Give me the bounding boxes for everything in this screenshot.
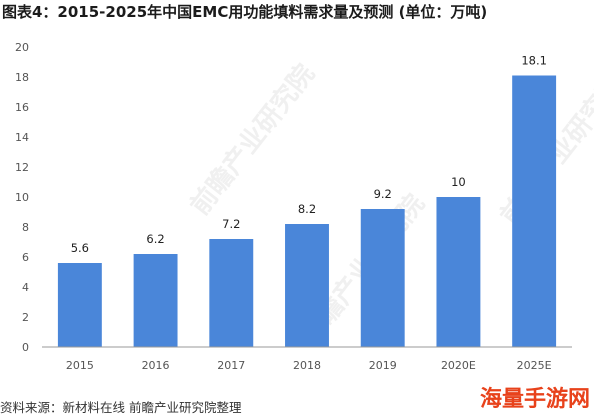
y-tick-label: 16 — [15, 101, 29, 114]
data-label: 7.2 — [222, 217, 240, 231]
x-tick-label: 2015 — [66, 359, 94, 372]
y-tick-label: 12 — [15, 161, 29, 174]
y-tick-label: 18 — [15, 71, 29, 84]
bar-2020E — [436, 197, 481, 347]
bar-2017 — [209, 239, 254, 347]
x-tick-label: 2019 — [369, 359, 397, 372]
x-tick-label: 2017 — [217, 359, 245, 372]
chart-title: 图表4：2015-2025年中国EMC用功能填料需求量及预测 (单位：万吨) — [2, 3, 488, 21]
y-tick-label: 14 — [15, 131, 29, 144]
y-tick-label: 0 — [22, 341, 29, 354]
y-tick-label: 4 — [22, 281, 29, 294]
source-note: 资料来源：新材料在线 前瞻产业研究院整理 — [0, 400, 242, 415]
x-tick-label: 2025E — [517, 359, 552, 372]
x-tick-label: 2016 — [142, 359, 170, 372]
x-tick-label: 2018 — [293, 359, 321, 372]
bar-2015 — [57, 263, 102, 347]
data-label: 5.6 — [71, 241, 89, 255]
y-axis: 0 2 4 6 8 10 12 14 16 18 20 — [15, 41, 29, 354]
x-tick-label: 2020E — [441, 359, 476, 372]
bar-2016 — [133, 254, 178, 347]
data-label: 6.2 — [146, 232, 164, 246]
y-tick-label: 10 — [15, 191, 29, 204]
data-label: 18.1 — [521, 54, 547, 68]
x-axis: 2015 2016 2017 2018 2019 2020E 2025E — [66, 359, 552, 372]
data-label: 8.2 — [298, 202, 316, 216]
bar-2019 — [360, 209, 405, 347]
y-tick-label: 6 — [22, 251, 29, 264]
y-tick-label: 2 — [22, 311, 29, 324]
y-tick-label: 8 — [22, 221, 29, 234]
data-label: 10 — [451, 175, 466, 189]
bar-2025E — [512, 75, 557, 347]
bar-series: 5.6 6.2 7.2 8.2 9.2 10 18.1 — [57, 54, 557, 347]
y-tick-label: 20 — [15, 41, 29, 54]
data-label: 9.2 — [374, 187, 392, 201]
brand-logo: 海量手游网 — [479, 387, 590, 412]
bar-2018 — [285, 224, 329, 347]
